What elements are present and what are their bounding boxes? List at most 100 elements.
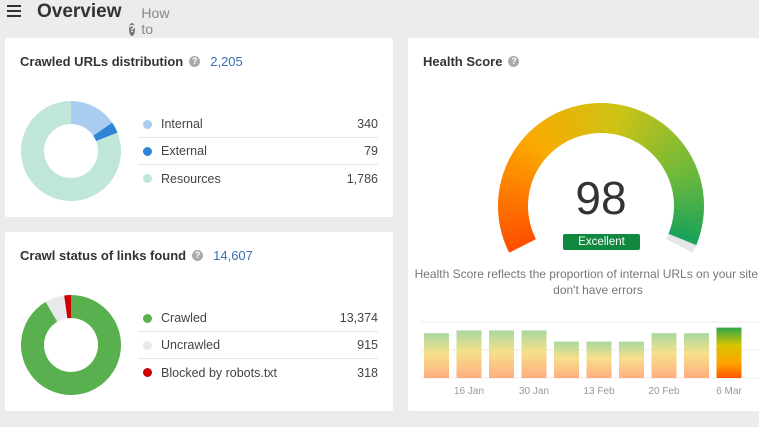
legend-dot xyxy=(143,340,152,350)
card-title: Crawled URLs distribution xyxy=(20,54,184,69)
history-bar[interactable] xyxy=(716,327,742,378)
help-icon[interactable]: ? xyxy=(189,56,201,67)
gauge-segment xyxy=(612,104,626,136)
gauge-segment xyxy=(631,112,651,143)
gauge-segment xyxy=(673,191,704,202)
gauge-segment xyxy=(569,105,585,137)
history-bar[interactable] xyxy=(456,330,482,378)
gauge-segment xyxy=(596,103,605,134)
gauge-segment xyxy=(657,141,686,165)
gauge-segment xyxy=(563,107,580,139)
gauge-segment xyxy=(672,184,704,197)
gauge-segment xyxy=(505,159,537,178)
gauge-segment xyxy=(505,234,536,253)
gauge-segment xyxy=(545,115,567,145)
gauge-segment xyxy=(622,107,639,138)
gauge-segment xyxy=(671,219,703,234)
legend-label: Uncrawled xyxy=(161,338,221,352)
card-title: Crawl status of links found xyxy=(20,248,187,263)
gauge-segment xyxy=(499,178,531,192)
menu-icon[interactable] xyxy=(7,5,21,17)
crawled-urls-legend: Internal 340 External 79 Resources 1,786 xyxy=(138,111,378,192)
x-tick-label: 20 Feb xyxy=(648,386,680,397)
health-history-chart xyxy=(420,321,759,379)
x-tick-label: 30 Jan xyxy=(518,386,550,397)
gauge-segment xyxy=(673,210,704,220)
gauge-segment xyxy=(528,127,555,154)
legend-item[interactable]: Blocked by robots.txt 318 xyxy=(138,359,378,386)
health-score-value: 98 xyxy=(575,172,627,224)
history-bar[interactable] xyxy=(554,341,579,378)
gauge-segment xyxy=(499,220,531,234)
legend-value: 79 xyxy=(364,144,378,158)
gauge-segment xyxy=(665,158,696,178)
legend-label: Crawled xyxy=(161,311,207,325)
gauge-segment xyxy=(647,126,673,154)
legend-item[interactable]: Crawled 13,374 xyxy=(138,305,378,332)
page-title: Overview xyxy=(37,1,122,22)
gauge-segment xyxy=(576,104,590,136)
help-icon[interactable]: ? xyxy=(508,56,520,67)
legend-dot xyxy=(143,146,152,156)
gauge-segment xyxy=(515,141,544,166)
legend-dot xyxy=(143,119,152,129)
gauge-segment xyxy=(498,210,529,221)
gauge-segment xyxy=(498,205,529,214)
help-icon[interactable]: ? xyxy=(192,250,204,261)
health-description: Health Score reflects the proportion of … xyxy=(414,267,759,297)
crawl-status-donut xyxy=(21,295,122,395)
legend-item[interactable]: Internal 340 xyxy=(138,111,378,138)
legend-label: Internal xyxy=(161,117,203,131)
donut-slice-internal[interactable] xyxy=(71,101,113,136)
gauge-segment xyxy=(617,105,632,137)
legend-item[interactable]: Resources 1,786 xyxy=(138,165,378,192)
legend-label: Resources xyxy=(161,171,221,186)
history-bar[interactable] xyxy=(651,333,677,378)
gauge-segment xyxy=(503,165,534,183)
legend-dot xyxy=(143,313,152,323)
history-bar[interactable] xyxy=(586,341,612,378)
gauge-segment xyxy=(512,147,542,170)
donut-slice-blocked-by-robots-txt[interactable] xyxy=(64,295,71,319)
health-gauge xyxy=(498,103,704,253)
legend-item[interactable]: External 79 xyxy=(138,138,378,165)
gauge-segment xyxy=(651,131,678,158)
legend-item[interactable]: Uncrawled 915 xyxy=(138,332,378,359)
gauge-segment xyxy=(671,177,702,192)
crawl-status-legend: Crawled 13,374 Uncrawled 915 Blocked by robo… xyxy=(138,305,378,386)
history-bar[interactable] xyxy=(521,330,547,378)
total-count[interactable]: 2,205 xyxy=(210,54,243,69)
health-rating-badge: Excellent xyxy=(563,234,640,250)
gauge-segment xyxy=(667,164,699,183)
gauge-segment xyxy=(673,198,704,206)
health-score-card: Health Score? 98 Excellent Health Score … xyxy=(408,38,759,411)
gauge-segment xyxy=(639,118,663,148)
gauge-segment xyxy=(498,184,530,197)
legend-dot xyxy=(143,368,152,377)
gauge-segment xyxy=(501,224,533,241)
total-count[interactable]: 14,607 xyxy=(213,248,253,263)
donut-slice-external[interactable] xyxy=(93,122,118,142)
donut-slice-resources[interactable] xyxy=(21,101,122,201)
gauge-segment xyxy=(589,103,599,134)
donut-slice-uncrawled[interactable] xyxy=(45,295,68,322)
history-bar[interactable] xyxy=(489,330,514,378)
gauge-segment xyxy=(660,146,690,169)
help-icon: ? xyxy=(129,22,136,36)
gauge-segment xyxy=(626,109,645,140)
gauge-segment xyxy=(643,122,668,151)
legend-value: 318 xyxy=(357,365,378,380)
history-bar[interactable] xyxy=(684,333,709,378)
legend-label: External xyxy=(161,144,207,158)
gauge-segment xyxy=(519,136,548,162)
history-bar[interactable] xyxy=(424,333,449,378)
legend-value: 1,786 xyxy=(346,171,378,186)
gauge-segment xyxy=(669,171,701,187)
gauge-segment xyxy=(501,171,533,188)
card-title: Health Score xyxy=(423,54,503,69)
gauge-segment xyxy=(663,152,693,174)
x-tick-label: 13 Feb xyxy=(583,386,615,397)
history-bar[interactable] xyxy=(619,341,644,378)
donut-slice-crawled[interactable] xyxy=(21,295,122,395)
crawled-urls-donut xyxy=(21,101,122,201)
